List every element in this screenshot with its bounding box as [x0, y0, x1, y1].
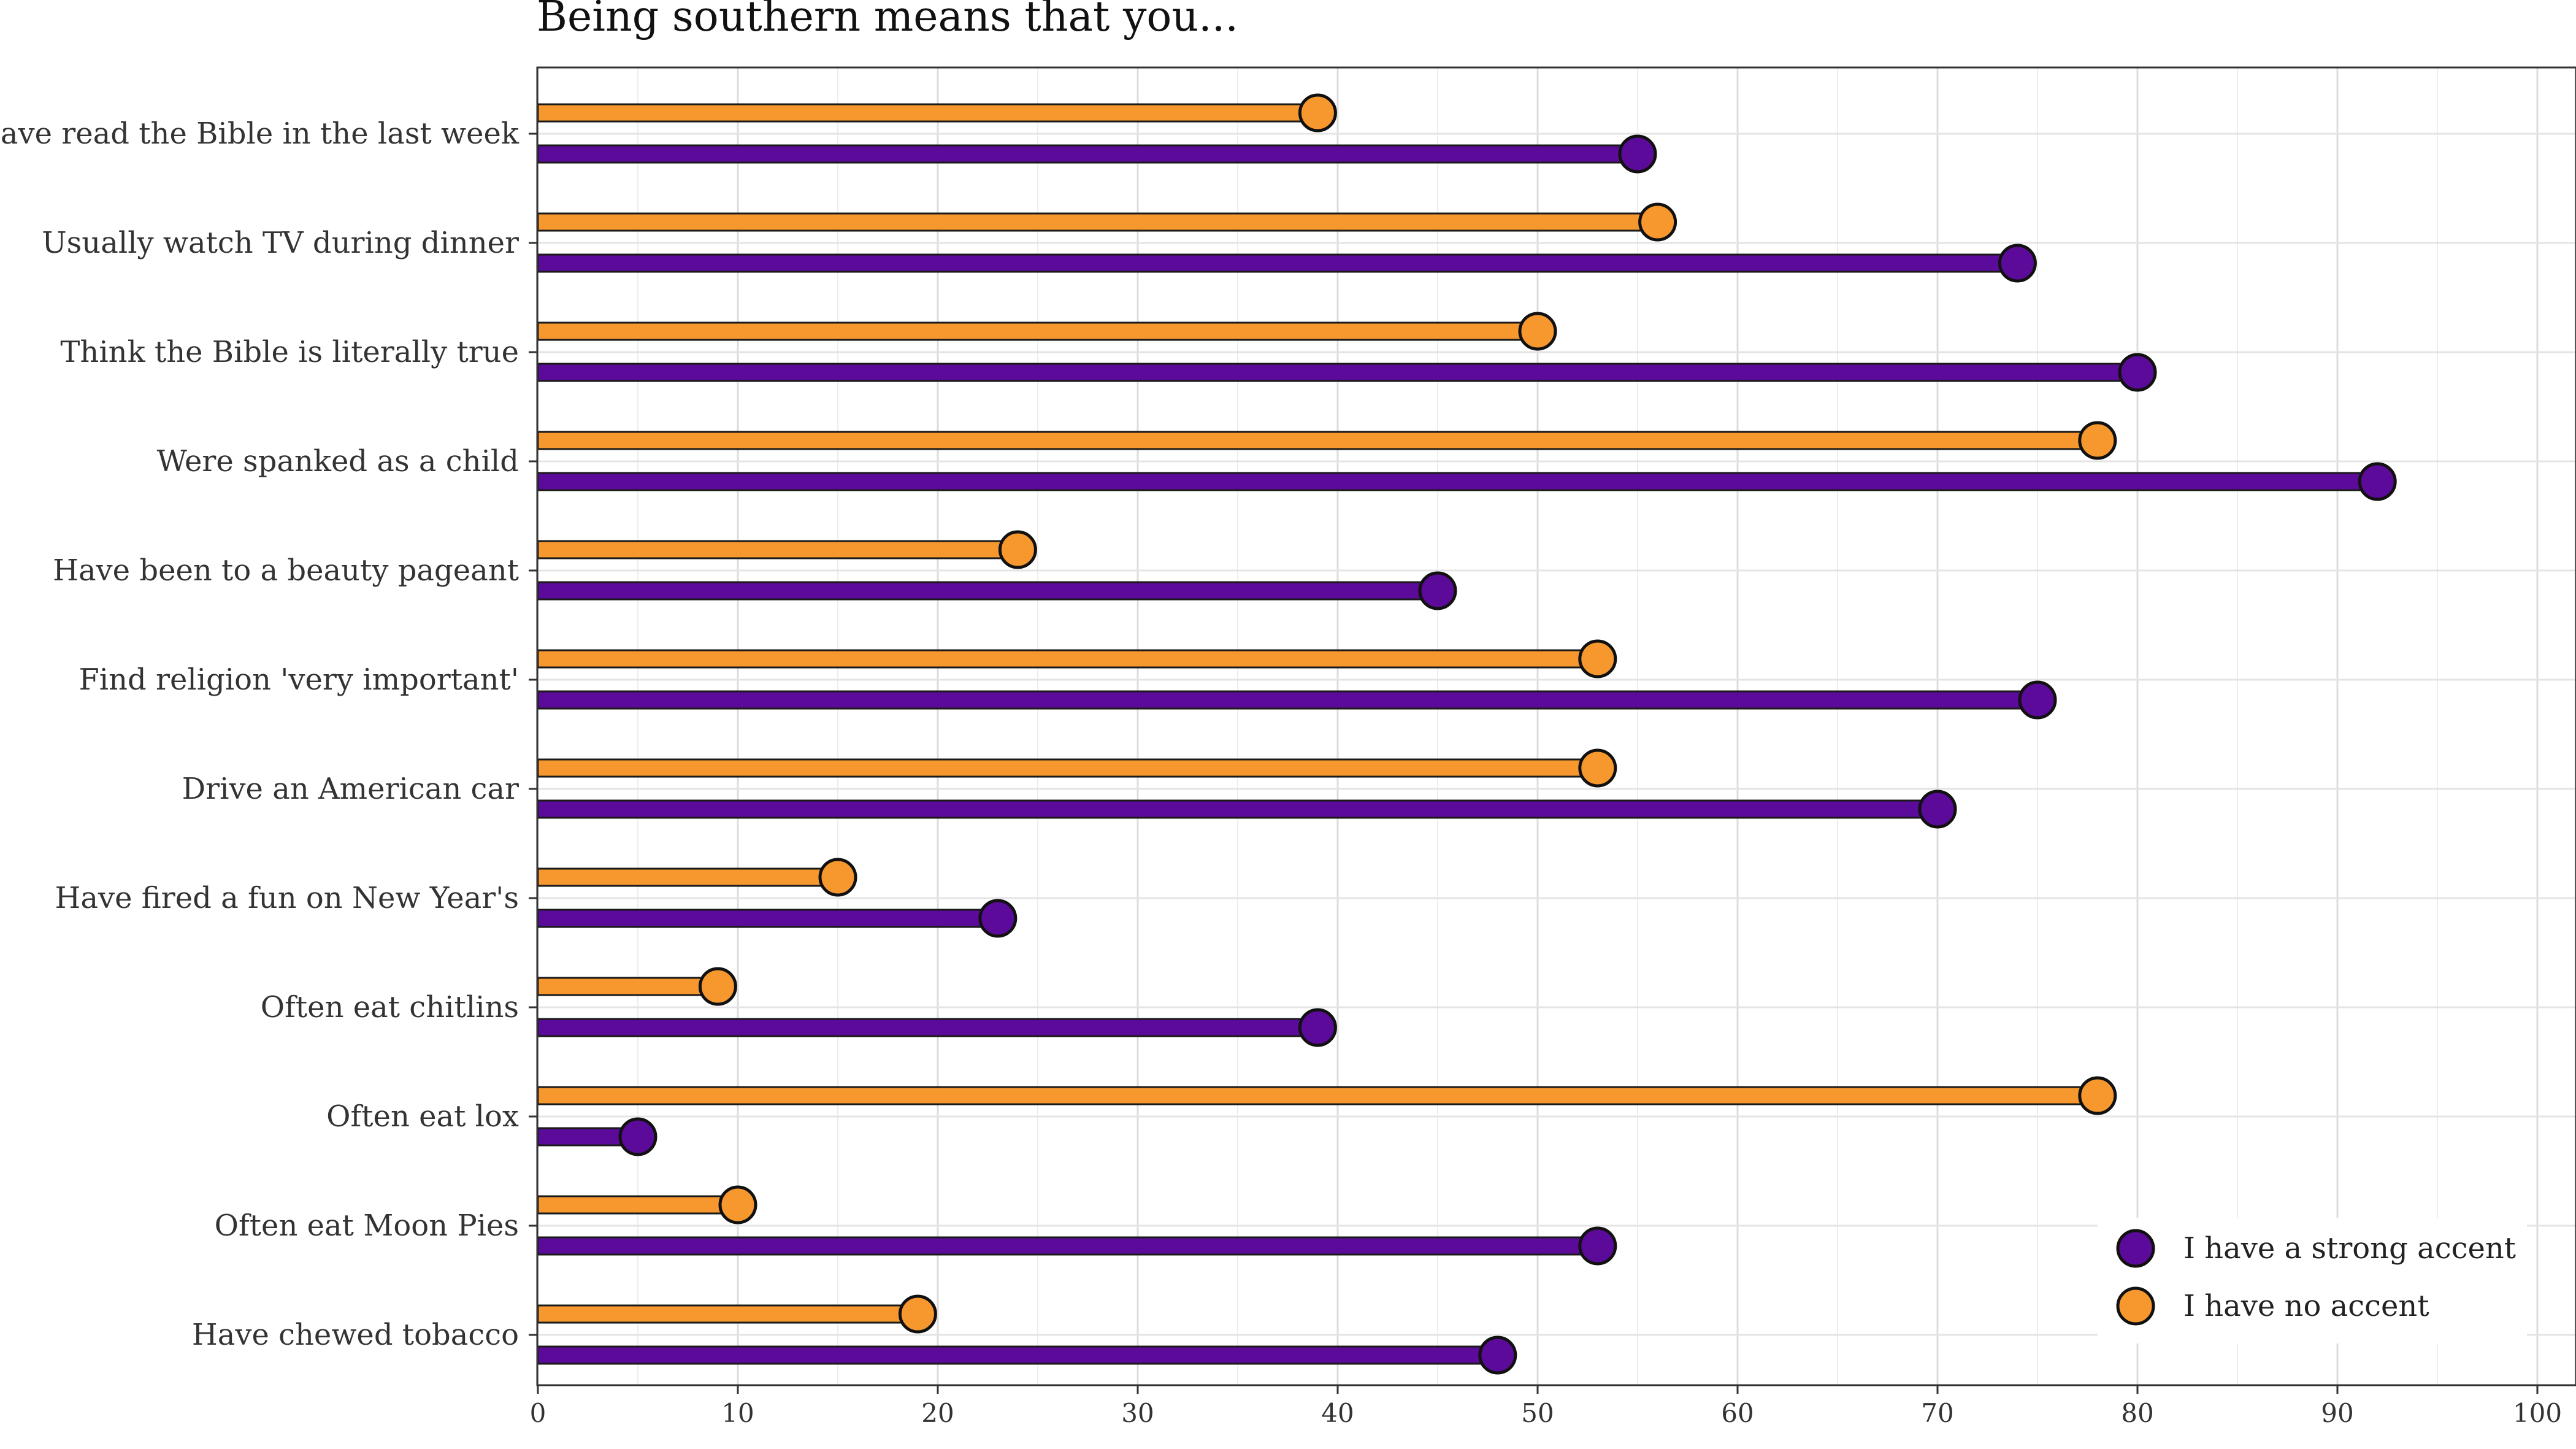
x-tick-label: 70	[1921, 1398, 1953, 1428]
bar-no-accent	[537, 212, 1659, 232]
x-tick-label: 0	[530, 1398, 546, 1428]
bar-no-accent	[537, 1304, 919, 1324]
y-tick-label: Drive an American car	[182, 772, 519, 806]
bar-strong-accent	[537, 690, 2039, 710]
y-tick-label: Were spanked as a child	[157, 444, 519, 479]
y-tick-label: Usually watch TV during dinner	[42, 226, 519, 260]
y-tick-label: Have read the Bible in the last week	[0, 117, 519, 151]
x-tick-label: 100	[2513, 1398, 2562, 1428]
bar-no-accent	[537, 103, 1319, 123]
legend: I have a strong accent I have no accent	[2098, 1218, 2527, 1343]
bar-strong-accent	[537, 1345, 1499, 1365]
y-tick-label: Find religion 'very important'	[79, 663, 519, 697]
bar-strong-accent	[537, 1236, 1599, 1256]
point-no-accent	[818, 858, 857, 897]
bar-no-accent	[537, 540, 1019, 559]
y-tick-label: Think the Bible is literally true	[60, 335, 519, 369]
y-tick-label: Have fired a fun on New Year's	[55, 881, 519, 915]
point-no-accent	[718, 1185, 757, 1224]
y-tick-label: Have been to a beauty pageant	[53, 553, 519, 588]
bar-strong-accent	[537, 909, 999, 928]
x-axis: 0 10 20 30 40 50 60 70 80 90 100	[530, 1385, 2562, 1428]
point-no-accent	[698, 967, 737, 1006]
point-strong-accent	[2358, 462, 2397, 501]
bar-no-accent	[537, 1086, 2099, 1105]
bar-no-accent	[537, 1195, 739, 1215]
point-strong-accent	[1618, 134, 1657, 174]
plot-border	[536, 66, 2576, 1386]
bar-no-accent	[537, 649, 1599, 669]
bar-no-accent	[537, 758, 1599, 778]
point-strong-accent	[1578, 1226, 1617, 1266]
x-tick-label: 60	[1721, 1398, 1754, 1428]
point-strong-accent	[978, 899, 1018, 938]
point-no-accent	[1298, 93, 1337, 133]
bar-strong-accent	[537, 253, 2018, 273]
legend-key	[2116, 1229, 2155, 1268]
legend-key	[2116, 1286, 2155, 1326]
point-no-accent	[2078, 421, 2117, 460]
point-no-accent	[898, 1294, 937, 1334]
legend-label: I have no accent	[2183, 1289, 2429, 1323]
x-tick-label: 40	[1321, 1398, 1354, 1428]
x-tick-label: 50	[1521, 1398, 1554, 1428]
point-no-accent	[1638, 202, 1677, 242]
point-strong-accent	[2118, 353, 2157, 392]
bar-no-accent	[537, 977, 719, 996]
y-axis: Have read the Bible in the last week Usua…	[0, 117, 537, 1352]
bar-strong-accent	[537, 363, 2139, 382]
y-tick-label: Often eat lox	[326, 1099, 519, 1134]
bar-no-accent	[537, 867, 839, 887]
point-strong-accent	[1998, 244, 2037, 283]
y-tick-label: Have chewed tobacco	[192, 1318, 519, 1352]
x-tick-label: 90	[2321, 1398, 2353, 1428]
bar-strong-accent	[537, 581, 1439, 601]
point-no-accent	[998, 530, 1037, 569]
bar-strong-accent	[537, 472, 2379, 491]
y-tick-label: Often eat chitlins	[261, 990, 519, 1024]
point-strong-accent	[618, 1117, 657, 1156]
point-strong-accent	[1918, 790, 1957, 829]
bar-strong-accent	[537, 799, 1939, 819]
y-tick-label: Often eat Moon Pies	[215, 1209, 519, 1243]
bar-strong-accent	[537, 144, 1639, 164]
point-strong-accent	[1418, 571, 1457, 610]
chart-title: Being southern means that you...	[537, 0, 1238, 41]
plot-panel	[537, 67, 2576, 1385]
bar-no-accent	[537, 431, 2099, 450]
bars	[537, 93, 2397, 1375]
point-strong-accent	[2018, 680, 2057, 720]
bar-no-accent	[537, 321, 1539, 341]
point-no-accent	[1578, 639, 1617, 678]
point-strong-accent	[1298, 1008, 1337, 1047]
bar-strong-accent	[537, 1018, 1319, 1037]
x-tick-label: 10	[721, 1398, 754, 1428]
legend-label: I have a strong accent	[2183, 1231, 2516, 1266]
x-tick-label: 30	[1121, 1398, 1154, 1428]
x-tick-label: 80	[2121, 1398, 2153, 1428]
point-no-accent	[2078, 1076, 2117, 1115]
x-tick-label: 20	[921, 1398, 954, 1428]
point-no-accent	[1578, 748, 1617, 788]
point-no-accent	[1518, 312, 1557, 351]
point-strong-accent	[1478, 1336, 1517, 1375]
legend-box	[2098, 1218, 2527, 1343]
